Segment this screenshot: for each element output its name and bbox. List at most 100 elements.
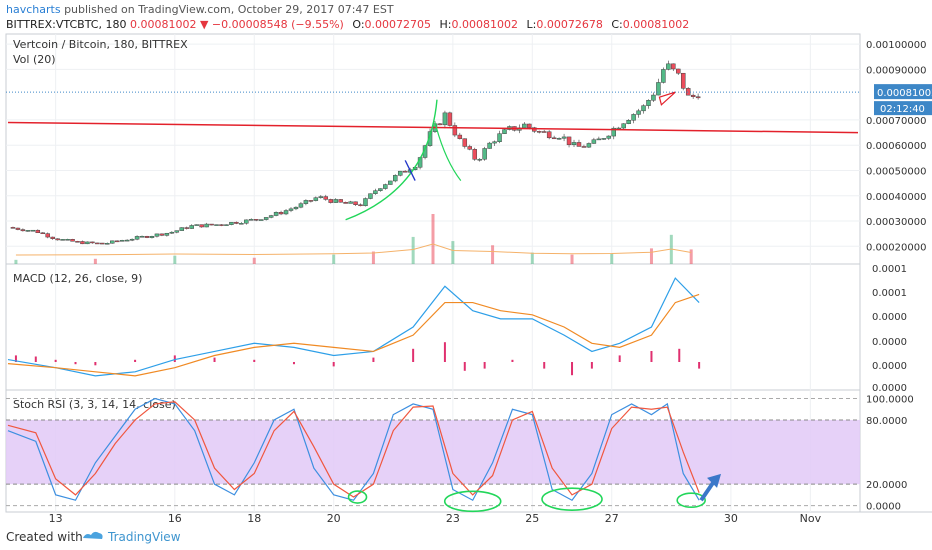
candle-body (318, 196, 324, 198)
candle-body (308, 200, 314, 202)
candle-body (581, 146, 587, 148)
candle-body (219, 224, 224, 226)
candle-body (487, 142, 492, 149)
candle-body (139, 235, 145, 238)
candle-body (631, 114, 636, 121)
candle-body (10, 227, 16, 229)
volume-bar (332, 254, 336, 264)
stoch-tick-label: 20.0000 (866, 480, 907, 491)
candle-body (358, 204, 363, 207)
pullback-drawing (434, 122, 462, 181)
open-value: 0.00072705 (364, 18, 432, 31)
volume-bar (173, 255, 177, 264)
candle-body (462, 138, 468, 147)
current-price-tag (874, 84, 932, 100)
candle-body (611, 127, 616, 137)
candle-body (532, 127, 537, 132)
candle-body (303, 200, 309, 204)
tradingview-brand[interactable]: TradingView (108, 530, 181, 544)
price-tick-label: 0.00040000 (866, 192, 926, 203)
candle-body (154, 233, 160, 237)
candle-body (546, 131, 552, 139)
footer: Created with TradingView (0, 522, 932, 550)
candle-body (199, 224, 204, 228)
chart-frame (5, 33, 932, 513)
candle-body (661, 69, 666, 83)
macd-histogram-bar (543, 362, 546, 369)
candle-body (695, 96, 701, 99)
candle-body (288, 208, 294, 211)
macd-histogram-bar (213, 357, 216, 362)
candle-body (328, 199, 333, 203)
macd-pane[interactable]: MACD (12, 26, close, 9) (7, 272, 701, 377)
stoch-rsi-pane[interactable]: Stoch RSI (3, 3, 14, 14, close) (6, 397, 860, 513)
pane-border-1 (5, 263, 861, 391)
price-pane[interactable]: Vertcoin / Bitcoin, 180, BITTREX Vol (20… (6, 38, 860, 264)
candle-body (636, 110, 641, 115)
countdown-text: 02:12:40 (880, 104, 925, 115)
candle-body (40, 232, 45, 235)
candle-body (229, 221, 234, 225)
price-tick-label: 0.00060000 (866, 141, 926, 152)
candle-body (388, 180, 393, 185)
volume-bar (570, 254, 574, 264)
stoch-k-line (7, 397, 700, 502)
price-tick-label: 0.00050000 (866, 166, 926, 177)
candle-body (348, 201, 353, 204)
macd-histogram-bar (483, 362, 486, 369)
macd-histogram-bar (511, 359, 514, 362)
triangle-drawing (658, 91, 676, 106)
candle-body (75, 241, 80, 243)
candle-body (447, 112, 453, 126)
candle-body (189, 225, 194, 229)
volume-bar (491, 245, 495, 264)
macd-histogram-bar (54, 359, 57, 362)
candle-body (616, 127, 621, 130)
candle-body (353, 201, 358, 205)
candle-body (680, 72, 686, 89)
candle-body (641, 105, 646, 112)
candle-body (323, 196, 329, 200)
x-tick-label: 30 (724, 512, 738, 525)
candle-body (561, 136, 567, 139)
candle-body (60, 239, 65, 241)
price-change: −0.00008548 (−9.55%) (211, 18, 344, 31)
candle-body (477, 158, 482, 161)
macd-tick-label: 0.0000 (872, 337, 907, 348)
candle-body (651, 94, 656, 101)
price-pane-title: Vertcoin / Bitcoin, 180, BITTREX (13, 38, 188, 51)
close-label: C: (611, 18, 623, 31)
volume-indicator-label: Vol (20) (13, 53, 56, 66)
price-tick-label: 0.00030000 (866, 217, 926, 228)
candle-body (497, 133, 502, 142)
resistance-trendline (7, 121, 859, 134)
macd-histogram-bar (372, 357, 375, 362)
volume-bar (451, 241, 455, 264)
close-value: 0.00081002 (622, 18, 690, 31)
candle-body (90, 241, 95, 244)
candle-body (537, 131, 542, 133)
macd-tick-label: 0.0000 (872, 312, 907, 323)
candle-body (239, 223, 244, 225)
macd-histogram-bar (618, 355, 621, 362)
x-tick-label: 25 (525, 512, 539, 525)
candle-body (502, 129, 507, 134)
candle-body (313, 197, 319, 201)
volume-bar (371, 251, 375, 264)
candle-body (273, 212, 279, 216)
stoch-tick-label: 80.0000 (866, 416, 907, 427)
candle-body (427, 131, 433, 146)
candle-body (298, 203, 304, 208)
candle-body (20, 229, 26, 232)
candle-body (214, 224, 219, 226)
candle-body (591, 139, 597, 144)
author-link[interactable]: havcharts (6, 3, 61, 16)
oversold-circle (443, 490, 502, 513)
candle-body (263, 217, 269, 220)
candle-body (442, 112, 448, 126)
candle-body (149, 236, 155, 238)
candle-body (15, 227, 21, 230)
candle-body (268, 215, 274, 218)
axes: 13 16 18 20 23 25 27 30 Nov 0.00100000 0.00090000 0… (49, 40, 932, 525)
